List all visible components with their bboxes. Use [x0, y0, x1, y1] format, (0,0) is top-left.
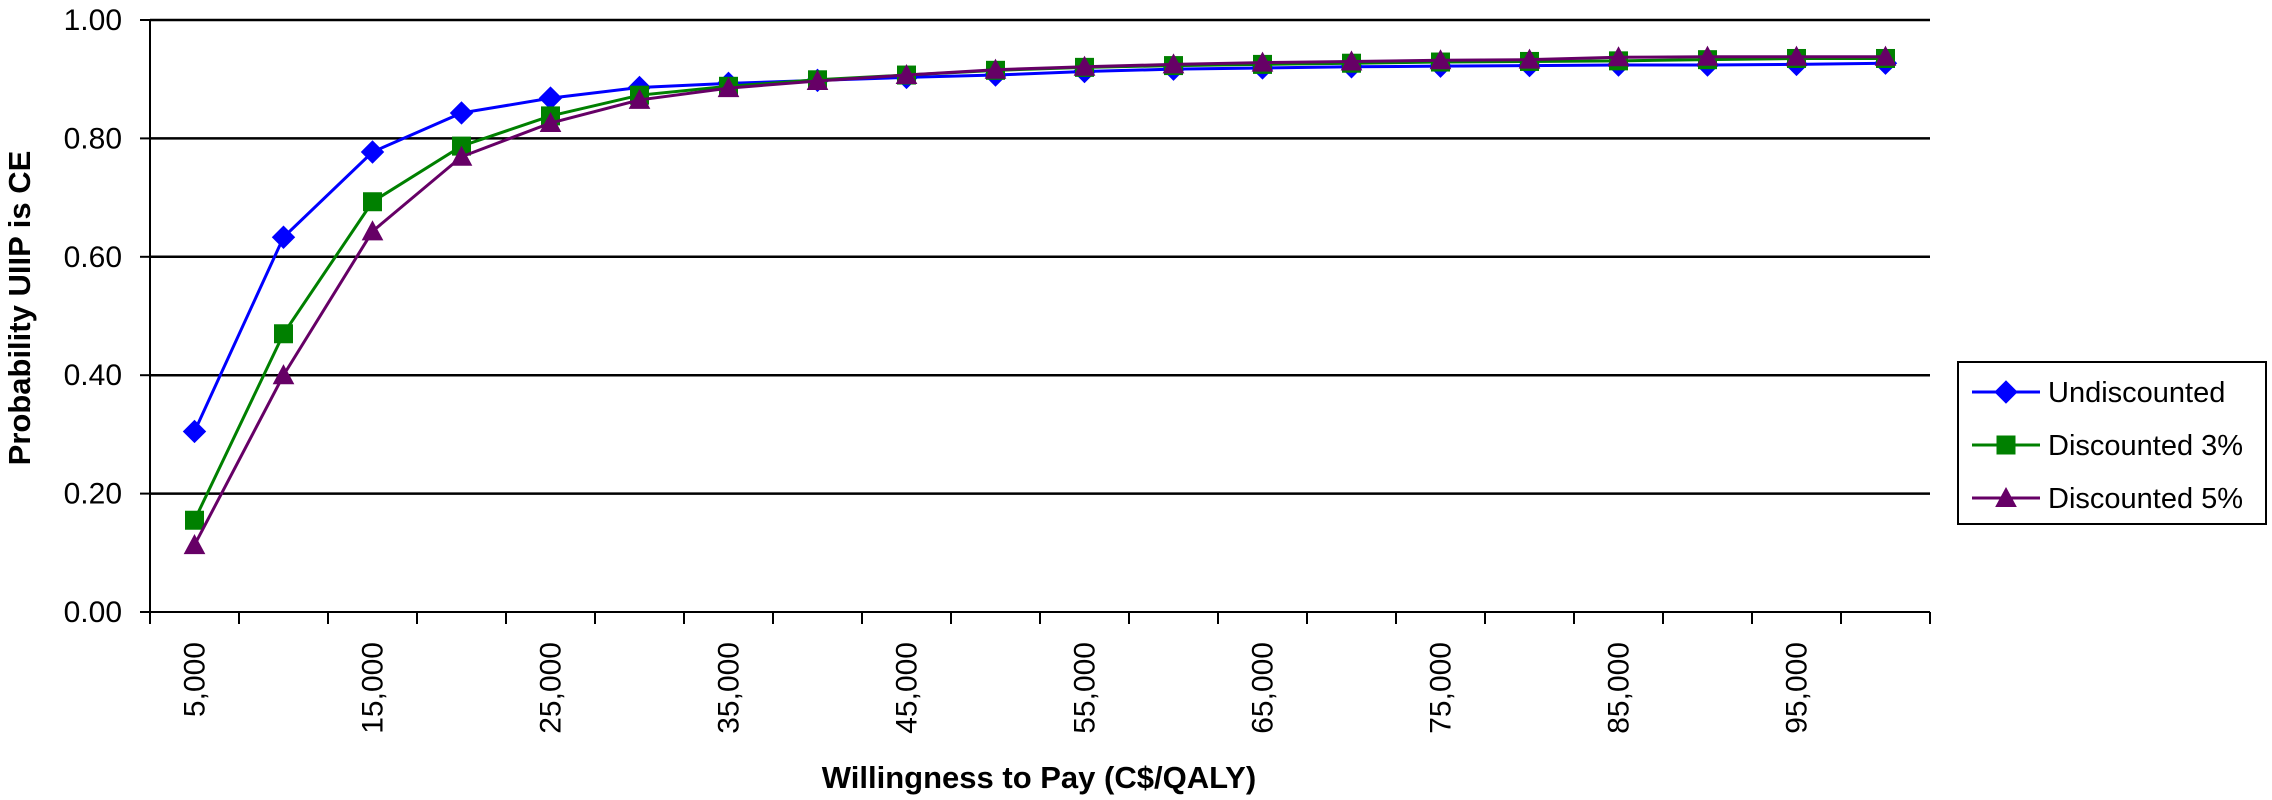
- data-point: [1607, 46, 1630, 67]
- y-tick-label: 1.00: [64, 4, 122, 37]
- series-diamond: [182, 51, 1898, 444]
- legend-marker: [1994, 380, 2018, 404]
- x-tick-label: 15,000: [357, 642, 390, 734]
- data-point: [538, 86, 563, 110]
- data-point: [1785, 45, 1808, 66]
- data-point: [628, 88, 651, 109]
- series-group: [182, 45, 1898, 555]
- x-axis-title: Willingness to Pay (C$/QALY): [822, 760, 1256, 795]
- data-point: [1696, 45, 1719, 66]
- legend: Undiscounted Discounted 3% Discounted 5%: [1957, 361, 2267, 525]
- y-tick-label: 0.60: [64, 241, 122, 274]
- x-tick-label: 65,000: [1247, 642, 1280, 734]
- series-triangle: [183, 45, 1897, 555]
- gridlines: [150, 18, 1930, 495]
- data-point: [1874, 45, 1897, 66]
- x-tick-label: 25,000: [535, 642, 568, 734]
- x-tick-label: 55,000: [1069, 642, 1102, 734]
- x-tick-label: 85,000: [1603, 642, 1636, 734]
- y-tick-label: 0.20: [64, 478, 122, 511]
- legend-item: Undiscounted: [1972, 377, 2225, 409]
- series-line: [193, 55, 1886, 546]
- legend-label: Undiscounted: [2048, 377, 2225, 409]
- data-point: [806, 69, 829, 90]
- data-point: [361, 220, 384, 241]
- series-line: [193, 56, 1886, 521]
- series-line: [193, 61, 1886, 433]
- data-point: [1340, 50, 1363, 71]
- x-tick-label: 45,000: [891, 642, 924, 734]
- data-point: [274, 324, 293, 344]
- data-point: [895, 64, 918, 85]
- data-point: [984, 58, 1007, 79]
- y-tick-label: 0.40: [64, 359, 122, 392]
- data-point: [450, 145, 473, 166]
- x-tick-label: 5,000: [179, 642, 212, 717]
- data-point: [1162, 53, 1185, 74]
- data-point: [1429, 49, 1452, 70]
- data-point: [717, 77, 740, 98]
- y-axis-title: Probability UIIP is CE: [2, 151, 37, 466]
- legend-label: Discounted 3%: [2048, 430, 2243, 462]
- y-tick-label: 0.00: [64, 596, 122, 629]
- legend-item: Discounted 5%: [1972, 483, 2243, 515]
- x-tick-label: 95,000: [1781, 642, 1814, 734]
- legend-label: Discounted 5%: [2048, 483, 2243, 515]
- y-tick-label: 0.80: [64, 122, 122, 155]
- data-point: [182, 419, 207, 444]
- x-tick-label: 35,000: [713, 642, 746, 734]
- tick-labels: 0.00 0.20 0.40 0.60 0.80 1.00 5,000 15,000 25,00…: [64, 4, 1814, 734]
- data-point: [1518, 48, 1541, 69]
- data-point: [1073, 55, 1096, 76]
- legend-item: Discounted 3%: [1972, 430, 2243, 462]
- data-point: [271, 225, 296, 249]
- data-point: [1251, 51, 1274, 72]
- data-point: [185, 510, 204, 530]
- data-point: [272, 364, 295, 385]
- legend-marker: [1995, 486, 2017, 507]
- data-point: [363, 192, 382, 212]
- data-point: [449, 101, 474, 125]
- x-tick-label: 75,000: [1425, 642, 1458, 734]
- axes: [140, 19, 1931, 624]
- data-point: [183, 534, 206, 555]
- data-point: [539, 111, 562, 133]
- data-point: [360, 140, 385, 164]
- legend-marker: [1996, 435, 2016, 455]
